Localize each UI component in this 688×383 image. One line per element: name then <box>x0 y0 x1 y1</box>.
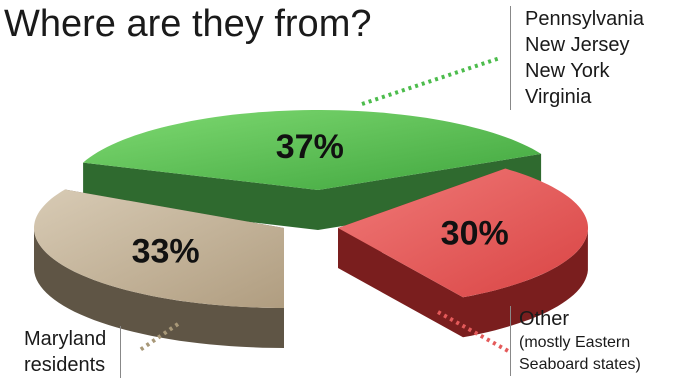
legend-red-sub: Seaboard states) <box>519 356 641 373</box>
legend-green-line: Virginia <box>525 86 592 108</box>
legend-tan-line: Maryland <box>24 328 107 350</box>
pie-side-tan <box>34 229 284 348</box>
data-label-green: 37% <box>276 128 344 166</box>
legend-red-title: Other <box>519 308 570 330</box>
legend-tan-line: residents <box>24 354 106 376</box>
legend-red: Other (mostly Eastern Seaboard states) <box>510 306 641 376</box>
pie-slice-red <box>338 168 588 298</box>
pie-wall-green <box>83 162 318 230</box>
legend-green-line: New Jersey <box>525 34 630 56</box>
legend-green-line: Pennsylvania <box>525 8 644 30</box>
pie-wall-red <box>338 228 463 338</box>
data-label-red: 30% <box>441 215 509 253</box>
pie-side-red <box>463 230 588 338</box>
legend-tan: Maryland residents <box>24 326 122 378</box>
pie-wall-green <box>318 153 542 230</box>
legend-red-sub: (mostly Eastern <box>519 334 631 351</box>
leader-line-green <box>361 56 501 106</box>
pie-slice-green <box>83 110 542 190</box>
pie-slice-tan <box>34 189 284 308</box>
chart-title: Where are they from? <box>4 3 372 45</box>
data-label-tan: 33% <box>132 232 200 270</box>
legend-green: Pennsylvania New Jersey New York Virgini… <box>510 6 644 110</box>
legend-green-line: New York <box>525 60 610 82</box>
leader-line-tan <box>138 322 180 352</box>
